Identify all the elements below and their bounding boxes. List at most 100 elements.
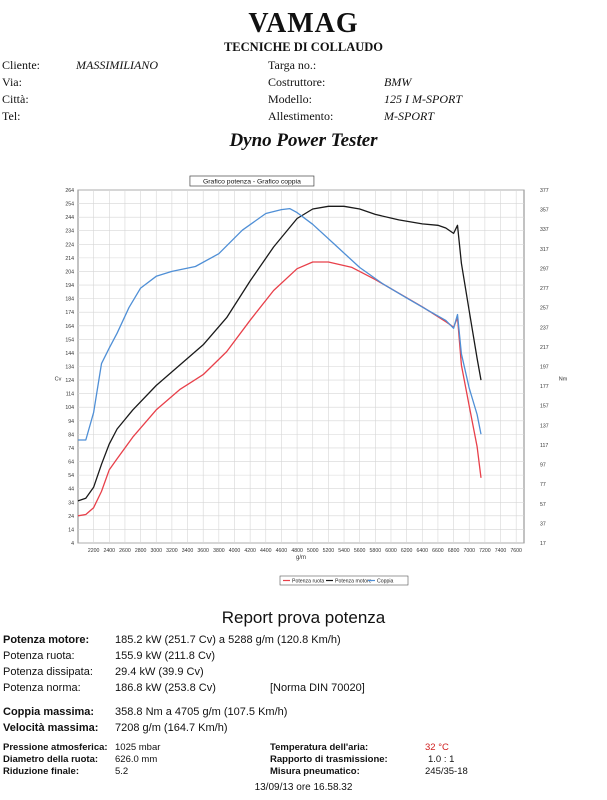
series-line-potenza-motore (77, 205, 482, 502)
brand-title: VAMAG (248, 8, 359, 39)
final-drive-value: 5.2 (115, 766, 129, 777)
y-left-tick-label: 94 (68, 419, 74, 425)
y-left-tick-label: 254 (65, 202, 74, 208)
model-value: 125 I M-SPORT (384, 92, 462, 106)
y-left-tick-label: 234 (65, 229, 74, 235)
wheel-diameter-value: 626.0 mm (115, 754, 158, 765)
air-temp-label: Temperatura dell'aria: (270, 742, 369, 753)
x-tick-label: 2800 (135, 548, 147, 554)
x-tick-label: 5000 (307, 548, 319, 554)
trim-label: Allestimento: (268, 109, 334, 123)
wheel-power-value: 155.9 kW (211.8 Cv) (115, 650, 216, 662)
x-tick-label: 4000 (229, 548, 241, 554)
max-torque-value: 358.8 Nm a 4705 g/m (107.5 Km/h) (115, 706, 288, 718)
chart-grid (77, 189, 525, 544)
x-tick-label: 6600 (432, 548, 444, 554)
x-tick-label: 7400 (495, 548, 507, 554)
y-left-tick-label: 174 (65, 310, 74, 316)
street-label: Via: (2, 75, 22, 89)
y-left-tick-label: 194 (65, 283, 74, 289)
x-tick-label: 4800 (291, 548, 303, 554)
y-right-tick-label: 177 (540, 384, 549, 390)
y-right-tick-label: 277 (540, 286, 549, 292)
city-label: Città: (2, 92, 29, 106)
y-right-tick-label: 257 (540, 306, 549, 312)
trim-value: M-SPORT (384, 109, 434, 123)
y-left-tick-label: 124 (65, 378, 74, 384)
x-tick-label: 6400 (417, 548, 429, 554)
y-left-tick-label: 154 (65, 337, 74, 343)
manufacturer-value: BMW (384, 75, 412, 89)
x-tick-label: 7200 (479, 548, 491, 554)
pressure-value: 1025 mbar (115, 742, 161, 753)
x-tick-label: 7000 (463, 548, 475, 554)
y-left-tick-label: 54 (68, 473, 74, 479)
y-left-tick-label: 214 (65, 256, 74, 262)
y-right-tick-label: 197 (540, 365, 549, 371)
x-tick-label: 5200 (323, 548, 335, 554)
y-right-tick-label: 237 (540, 325, 549, 331)
gear-ratio-label: Rapporto di trasmissione: (270, 754, 388, 765)
y-left-tick-label: 64 (68, 460, 74, 466)
x-tick-label: 6200 (401, 548, 413, 554)
y-right-tick-label: 57 (540, 502, 546, 508)
y-right-tick-label: 317 (540, 247, 549, 253)
y-right-axis-label: Nm (559, 377, 568, 383)
phone-label: Tel: (2, 109, 21, 123)
pressure-label: Pressione atmosferica: (3, 742, 108, 753)
chart-series (77, 205, 482, 517)
x-tick-label: 3000 (150, 548, 162, 554)
air-temp-value: 32 °C (425, 742, 449, 753)
footer-timestamp: 13/09/13 ore 16.58.32 (254, 782, 353, 793)
x-tick-label: 2600 (119, 548, 131, 554)
y-right-tick-label: 37 (540, 521, 546, 527)
y-right-tick-label: 97 (540, 463, 546, 469)
chart-title-box (189, 175, 315, 187)
tyre-size-label: Misura pneumatico: (270, 766, 360, 777)
x-tick-label: 7600 (510, 548, 522, 554)
final-drive-label: Riduzione finale: (3, 766, 79, 777)
y-left-tick-label: 224 (65, 242, 74, 248)
y-right-tick-label: 297 (540, 266, 549, 272)
y-left-tick-label: 24 (68, 514, 74, 520)
client-value: MASSIMILIANO (76, 58, 158, 72)
x-tick-label: 3200 (166, 548, 178, 554)
y-left-tick-label: 184 (65, 297, 74, 303)
x-tick-label: 3800 (213, 548, 225, 554)
max-speed-value: 7208 g/m (164.7 Km/h) (115, 722, 228, 734)
y-left-tick-label: 84 (68, 432, 74, 438)
legend-box (279, 575, 409, 586)
legend-label: Potenza ruota (292, 578, 324, 584)
y-left-tick-label: 44 (68, 487, 74, 493)
y-left-tick-label: 4 (71, 541, 74, 547)
y-left-tick-label: 244 (65, 215, 74, 221)
y-right-tick-label: 217 (540, 345, 549, 351)
y-left-tick-label: 104 (65, 405, 74, 411)
x-tick-label: 5600 (354, 548, 366, 554)
y-left-tick-label: 264 (65, 188, 74, 194)
norm-power-label: Potenza norma: (3, 682, 81, 694)
x-tick-label: 2200 (88, 548, 100, 554)
y-right-tick-label: 337 (540, 227, 549, 233)
y-right-tick-label: 17 (540, 541, 546, 547)
dyno-chart: 2200 2400 2600 2800 3000 3200 3400 3600 3800 4000… (55, 175, 568, 586)
plate-label: Targa no.: (268, 58, 317, 72)
y-left-tick-label: 144 (65, 351, 74, 357)
engine-power-value: 185.2 kW (251.7 Cv) a 5288 g/m (120.8 Km… (115, 634, 341, 646)
wheel-diameter-label: Diametro della ruota: (3, 754, 99, 765)
report-title: Report prova potenza (221, 608, 386, 627)
y-left-tick-label: 114 (66, 392, 74, 398)
manufacturer-label: Costruttore: (268, 75, 326, 89)
y-left-tick-label: 34 (68, 500, 74, 506)
y-left-tick-label: 134 (65, 365, 74, 371)
subtitle: TECNICHE DI COLLAUDO (223, 40, 384, 54)
x-tick-label: 4400 (260, 548, 272, 554)
client-label: Cliente: (2, 58, 40, 72)
x-axis-label: g/m (296, 555, 306, 561)
legend-label: Potenza motore (335, 578, 372, 584)
series-line-coppia (78, 207, 482, 441)
model-label: Modello: (268, 92, 312, 106)
y-right-tick-label: 157 (540, 404, 549, 410)
y-left-tick-label: 14 (68, 527, 74, 533)
x-tick-label: 3600 (197, 548, 209, 554)
